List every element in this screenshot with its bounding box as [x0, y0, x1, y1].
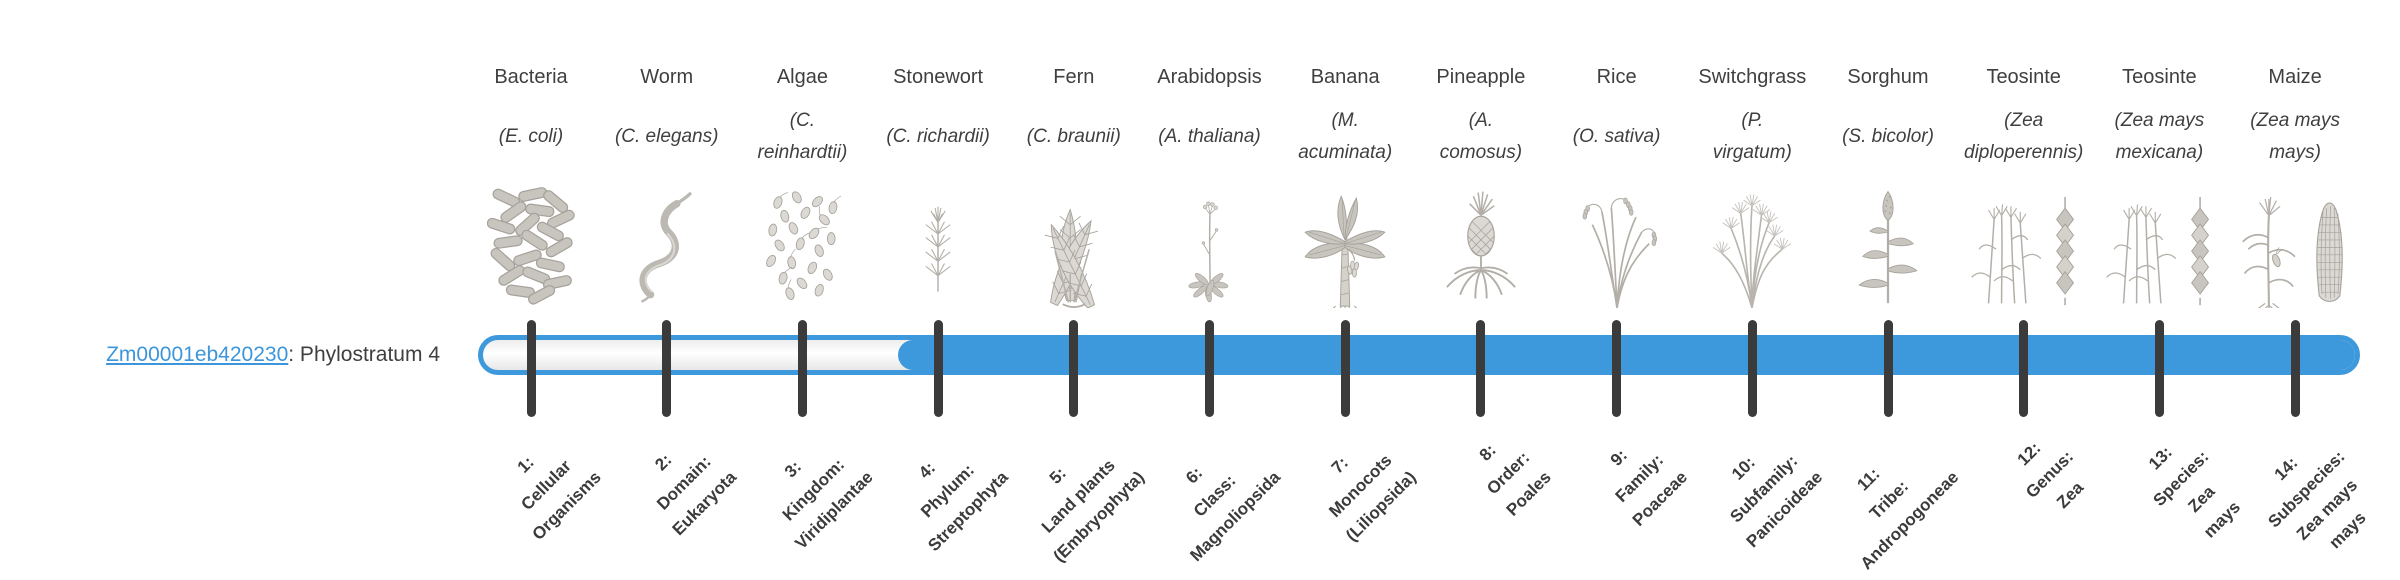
organism-name: Fern [1053, 66, 1095, 88]
worm-illustration [626, 180, 708, 308]
organism-name: Pineapple [1436, 66, 1526, 88]
organism-name: Arabidopsis [1157, 66, 1262, 88]
scientific-name: (Zea mays mays) [2250, 110, 2340, 163]
organism-name: Stonewort [893, 66, 984, 88]
stonewort-illustration [902, 180, 974, 308]
organism-name: Rice [1596, 66, 1637, 88]
scientific-name: (A. thaliana) [1158, 126, 1261, 147]
stage-column-14: Maize (Zea mays mays) [2227, 0, 2363, 320]
scientific-name: (Zea diploperennis) [1964, 110, 2084, 163]
scientific-name: (P. virgatum) [1712, 110, 1792, 163]
stage-tick-12 [2019, 320, 2029, 417]
banana-illustration [1295, 180, 1395, 308]
scientific-name: (Zea mays mexicana) [2114, 110, 2205, 163]
gene-phylostratum-text: : Phylostratum 4 [288, 343, 440, 366]
stage-column-6: Arabidopsis (A. thaliana) [1142, 0, 1278, 320]
stage-column-2: Worm (C. elegans) [599, 0, 735, 320]
organism-name: Bacteria [494, 66, 568, 88]
stage-column-8: Pineapple (A. comosus) [1413, 0, 1549, 320]
organism-name: Sorghum [1847, 66, 1929, 88]
organism-name: Teosinte [2122, 66, 2197, 88]
stage-tick-2 [662, 320, 672, 417]
teosinte-illustration [2103, 180, 2215, 308]
organism-name: Worm [640, 66, 694, 88]
stage-tick-3 [797, 320, 807, 417]
stage-tick-4 [933, 320, 943, 417]
scientific-name: (C. elegans) [614, 126, 719, 147]
stage-tick-6 [1205, 320, 1214, 417]
stage-column-1: Bacteria (E. coli) [463, 0, 599, 320]
teosinte-illustration [1968, 180, 2080, 308]
pineapple-illustration [1433, 180, 1529, 308]
stage-tick-14 [2290, 320, 2300, 417]
organism-name: Banana [1310, 66, 1380, 88]
stage-column-10: Switchgrass (P. virgatum) [1684, 0, 1820, 320]
arabidopsis-illustration [1169, 180, 1251, 308]
phylostratum-timeline-bar [478, 335, 2360, 375]
scientific-name: (O. sativa) [1572, 126, 1661, 147]
gene-id-link[interactable]: Zm00001eb420230 [106, 343, 289, 366]
organism-name: Maize [2268, 66, 2322, 88]
rice-illustration [1569, 180, 1665, 308]
scientific-name: (C. richardii) [886, 126, 990, 147]
maize-illustration [2239, 180, 2351, 308]
switchgrass-illustration [1702, 180, 1802, 308]
stage-column-9: Rice (O. sativa) [1549, 0, 1685, 320]
stage-tick-5 [1069, 320, 1079, 417]
stage-tick-10 [1747, 320, 1757, 417]
scientific-name: (C. braunii) [1026, 126, 1121, 147]
teosinte-sorghum-illustration [1843, 180, 1933, 308]
algae-illustration [759, 180, 845, 308]
stage-column-12: Teosinte (Zea diploperennis) [1956, 0, 2092, 320]
stage-column-11: Sorghum (S. bicolor) [1820, 0, 1956, 320]
scientific-name: (M. acuminata) [1298, 110, 1393, 163]
fern-illustration [1026, 180, 1122, 308]
stage-tick-7 [1340, 320, 1350, 417]
stage-tick-11 [1883, 320, 1893, 417]
scientific-name: (S. bicolor) [1842, 126, 1934, 147]
stage-tick-9 [1612, 320, 1622, 417]
scientific-name: (C. reinhardtii) [757, 110, 848, 163]
organism-name: Teosinte [1986, 66, 2061, 88]
organism-name: Algae [776, 66, 828, 88]
stage-column-13: Teosinte (Zea mays mexicana) [2091, 0, 2227, 320]
gene-label: Zm00001eb420230: Phylostratum 4 [20, 342, 440, 368]
stage-column-5: Fern (C. braunii) [1006, 0, 1142, 320]
bacteria-illustration [487, 180, 575, 308]
stage-column-3: Algae (C. reinhardtii) [734, 0, 870, 320]
scientific-name: (E. coli) [498, 126, 564, 147]
stage-tick-8 [1476, 320, 1486, 417]
stage-column-7: Banana (M. acuminata) [1277, 0, 1413, 320]
stage-tick-1 [526, 320, 536, 417]
stage-column-4: Stonewort (C. richardii) [870, 0, 1006, 320]
scientific-name: (A. comosus) [1439, 110, 1523, 163]
stage-tick-13 [2154, 320, 2164, 417]
organism-name: Switchgrass [1698, 66, 1807, 88]
timeline-bar-fill [898, 340, 2355, 370]
